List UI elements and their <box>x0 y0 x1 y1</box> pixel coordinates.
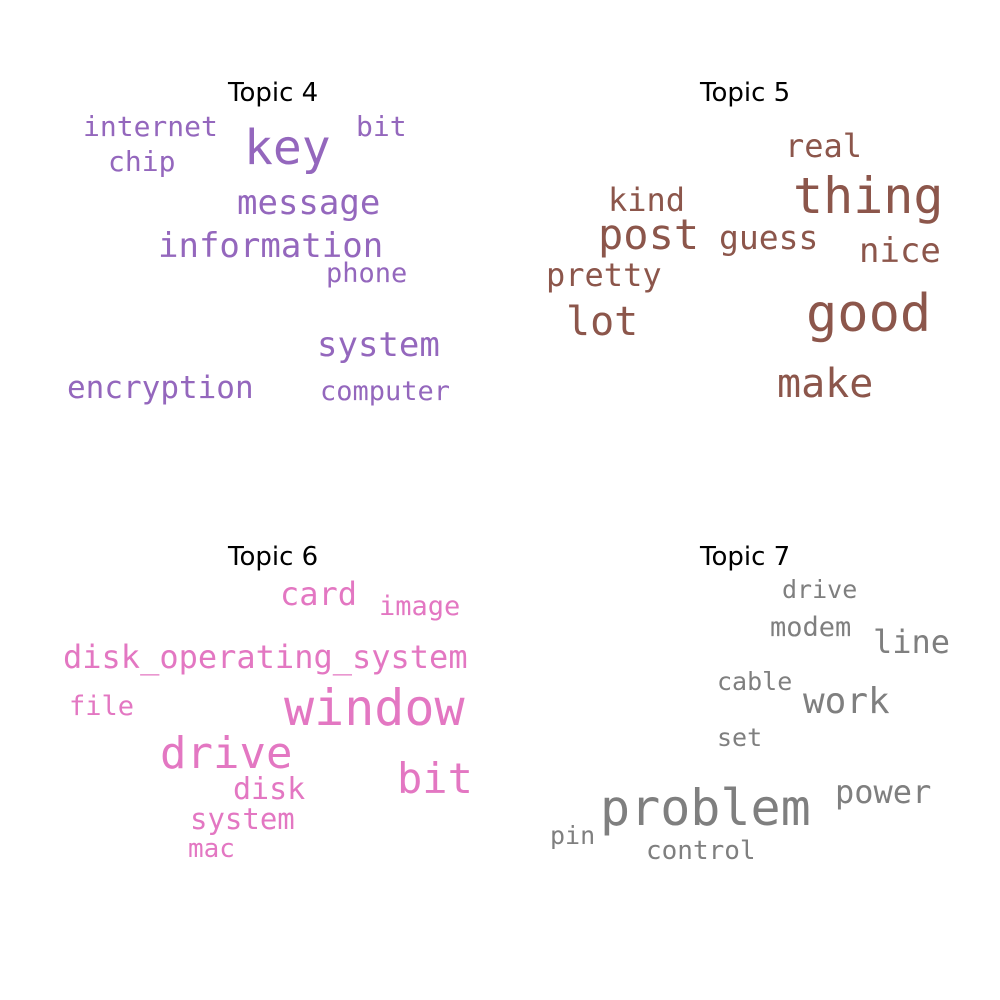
panel-title: Topic 5 <box>700 78 791 108</box>
word-pin: pin <box>550 821 596 850</box>
word-thing: thing <box>793 167 944 225</box>
word-bit: bit <box>356 110 407 143</box>
word-encryption: encryption <box>67 370 254 406</box>
word-image: image <box>379 591 461 622</box>
word-problem: problem <box>600 779 811 837</box>
word-disk: disk <box>233 772 306 807</box>
word-internet: internet <box>83 110 218 143</box>
word-guess: guess <box>719 218 819 257</box>
word-drive: drive <box>782 575 858 604</box>
word-kind: kind <box>608 181 686 219</box>
word-real: real <box>785 127 863 165</box>
word-pretty: pretty <box>546 256 662 294</box>
word-mac: mac <box>188 834 235 864</box>
word-bit: bit <box>397 754 473 803</box>
word-system: system <box>317 325 440 365</box>
word-message: message <box>237 183 381 223</box>
word-file: file <box>69 691 135 722</box>
word-set: set <box>717 723 763 752</box>
word-power: power <box>835 773 932 811</box>
panel-title: Topic 7 <box>700 542 791 572</box>
word-key: key <box>244 120 331 176</box>
panel-title: Topic 6 <box>228 542 319 572</box>
word-system: system <box>190 802 295 836</box>
panel-title: Topic 4 <box>228 78 319 108</box>
word-make: make <box>777 361 874 407</box>
word-information: information <box>158 226 384 266</box>
word-phone: phone <box>326 258 408 289</box>
word-card: card <box>280 575 358 613</box>
word-disk-operating-system: disk_operating_system <box>63 638 468 676</box>
word-computer: computer <box>320 376 451 407</box>
word-work: work <box>803 681 890 722</box>
word-window: window <box>284 679 465 737</box>
word-lot: lot <box>566 299 639 345</box>
word-post: post <box>598 210 700 259</box>
word-modem: modem <box>770 612 852 643</box>
word-cable: cable <box>717 667 793 696</box>
word-good: good <box>806 284 932 344</box>
word-chip: chip <box>108 145 176 178</box>
word-drive: drive <box>160 728 293 779</box>
word-nice: nice <box>859 231 941 271</box>
word-control: control <box>646 836 756 866</box>
word-line: line <box>873 623 951 661</box>
